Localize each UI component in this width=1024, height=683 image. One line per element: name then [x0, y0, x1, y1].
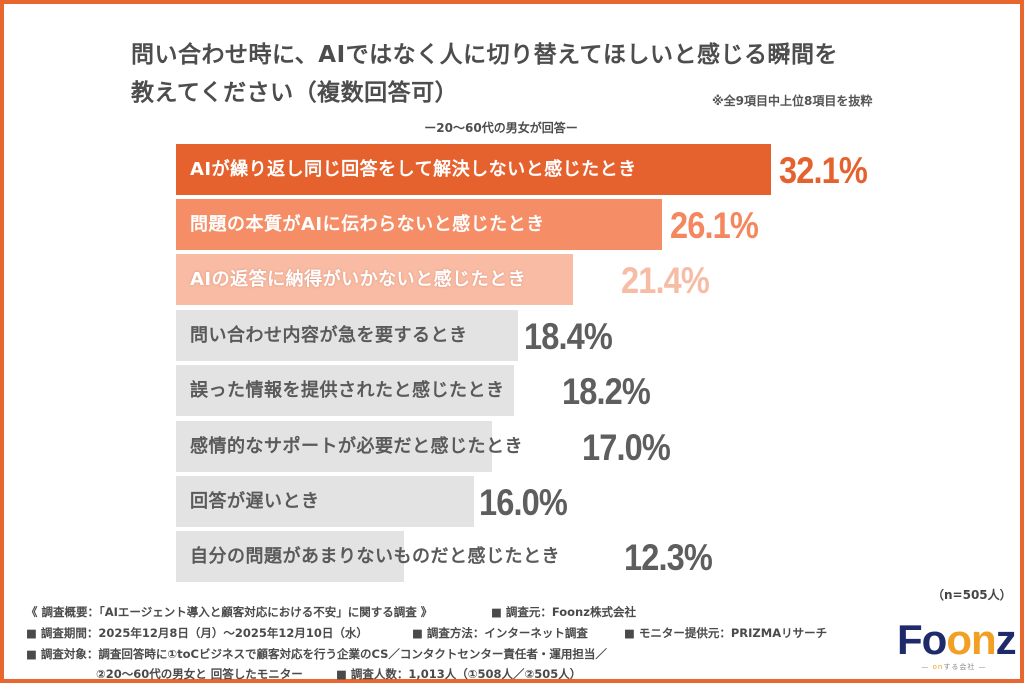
- bar: [176, 199, 662, 250]
- bar-value: 18.4%: [524, 316, 613, 357]
- title-line-2: 教えてください（複数回答可）: [131, 80, 459, 106]
- bar-row: AIの返答に納得がいかないと感じたとき 21.4%: [176, 254, 936, 305]
- bar-label: AIの返答に納得がいかないと感じたとき: [190, 269, 527, 290]
- extraction-note: ※全9項目中上位8項目を抜粋: [712, 94, 873, 108]
- bar-label: 自分の問題があまりないものだと感じたとき: [190, 546, 560, 567]
- logo-part-z: z: [995, 616, 1017, 663]
- bar-row: 問題の本質がAIに伝わらないと感じたとき 26.1%: [176, 199, 936, 250]
- bar-value: 32.1%: [779, 150, 868, 191]
- bar-value: 18.2%: [562, 371, 651, 412]
- survey-count: ■ 調査人数：1,013人（①508人／②505人）: [336, 667, 582, 681]
- survey-target: ■ 調査対象：調査回答時に①toCビジネスで顧客対応を行う企業のCS／コンタクト…: [26, 647, 607, 661]
- survey-org: ■ 調査元：Foonz株式会社: [491, 605, 636, 619]
- bar: [176, 531, 404, 582]
- logo-part-on: on: [946, 616, 996, 663]
- bar: [176, 254, 573, 305]
- overview-title: 《 調査概要：「AIエージェント導入と顧客対応における不安」に関する調査 》: [26, 605, 433, 619]
- bar-row: 感情的なサポートが必要だと感じたとき 17.0%: [176, 421, 936, 472]
- logo-tagline: — onする会社 —: [897, 662, 1011, 672]
- bar: [176, 310, 518, 361]
- bar-value: 16.0%: [479, 482, 568, 523]
- bar-label: 回答が遅いとき: [190, 491, 320, 512]
- chart-subtitle: ー20～60代の男女が回答ー: [424, 121, 578, 135]
- bar: [176, 421, 492, 472]
- bar-label: 問題の本質がAIに伝わらないと感じたとき: [190, 214, 545, 235]
- bar-value: 21.4%: [621, 260, 710, 301]
- bar-label: 感情的なサポートが必要だと感じたとき: [190, 436, 523, 457]
- bar-row: 回答が遅いとき 16.0%: [176, 476, 936, 527]
- bar-row: 自分の問題があまりないものだと感じたとき 12.3%: [176, 531, 936, 582]
- bar-row: 誤った情報を提供されたと感じたとき 18.2%: [176, 365, 936, 416]
- survey-period: ■ 調査期間：2025年12月8日（月）～2025年12月10日（水）: [26, 626, 368, 640]
- foonz-logo: Foonz — onする会社 —: [897, 619, 1017, 676]
- survey-target-cont: ②20～60代の男女と 回答したモニター: [96, 667, 303, 681]
- bar: [176, 476, 474, 527]
- chart-title: 問い合わせ時に、AIではなく人に切り替えてほしいと感じる瞬間を 教えてください（…: [131, 36, 931, 112]
- bar-label: 問い合わせ内容が急を要するとき: [190, 325, 468, 346]
- bar: [176, 365, 514, 416]
- survey-method: ■ 調査方法：インターネット調査: [412, 626, 588, 640]
- bar-label: AIが繰り返し同じ回答をして解決しないと感じたとき: [190, 159, 637, 180]
- tagline-on: on: [932, 663, 944, 671]
- title-line-1: 問い合わせ時に、AIではなく人に切り替えてほしいと感じる瞬間を: [131, 42, 839, 68]
- tagline-text: する会社 —: [943, 663, 987, 671]
- bar-row: 問い合わせ内容が急を要するとき 18.4%: [176, 310, 936, 361]
- bar-value: 26.1%: [670, 205, 759, 246]
- monitor-provider: ■ モニター提供元：PRIZMAリサーチ: [624, 626, 828, 640]
- tagline-dash: —: [921, 663, 933, 671]
- bar-value: 17.0%: [582, 427, 671, 468]
- bar-value: 12.3%: [624, 537, 713, 578]
- bar-row: AIが繰り返し同じ回答をして解決しないと感じたとき 32.1%: [176, 144, 936, 195]
- bar: [176, 144, 771, 195]
- bar-label: 誤った情報を提供されたと感じたとき: [190, 380, 505, 401]
- sample-size: （n=505人）: [932, 588, 1012, 602]
- logo-part-fo: Fo: [897, 616, 947, 663]
- logo-wordmark: Foonz: [897, 619, 1017, 661]
